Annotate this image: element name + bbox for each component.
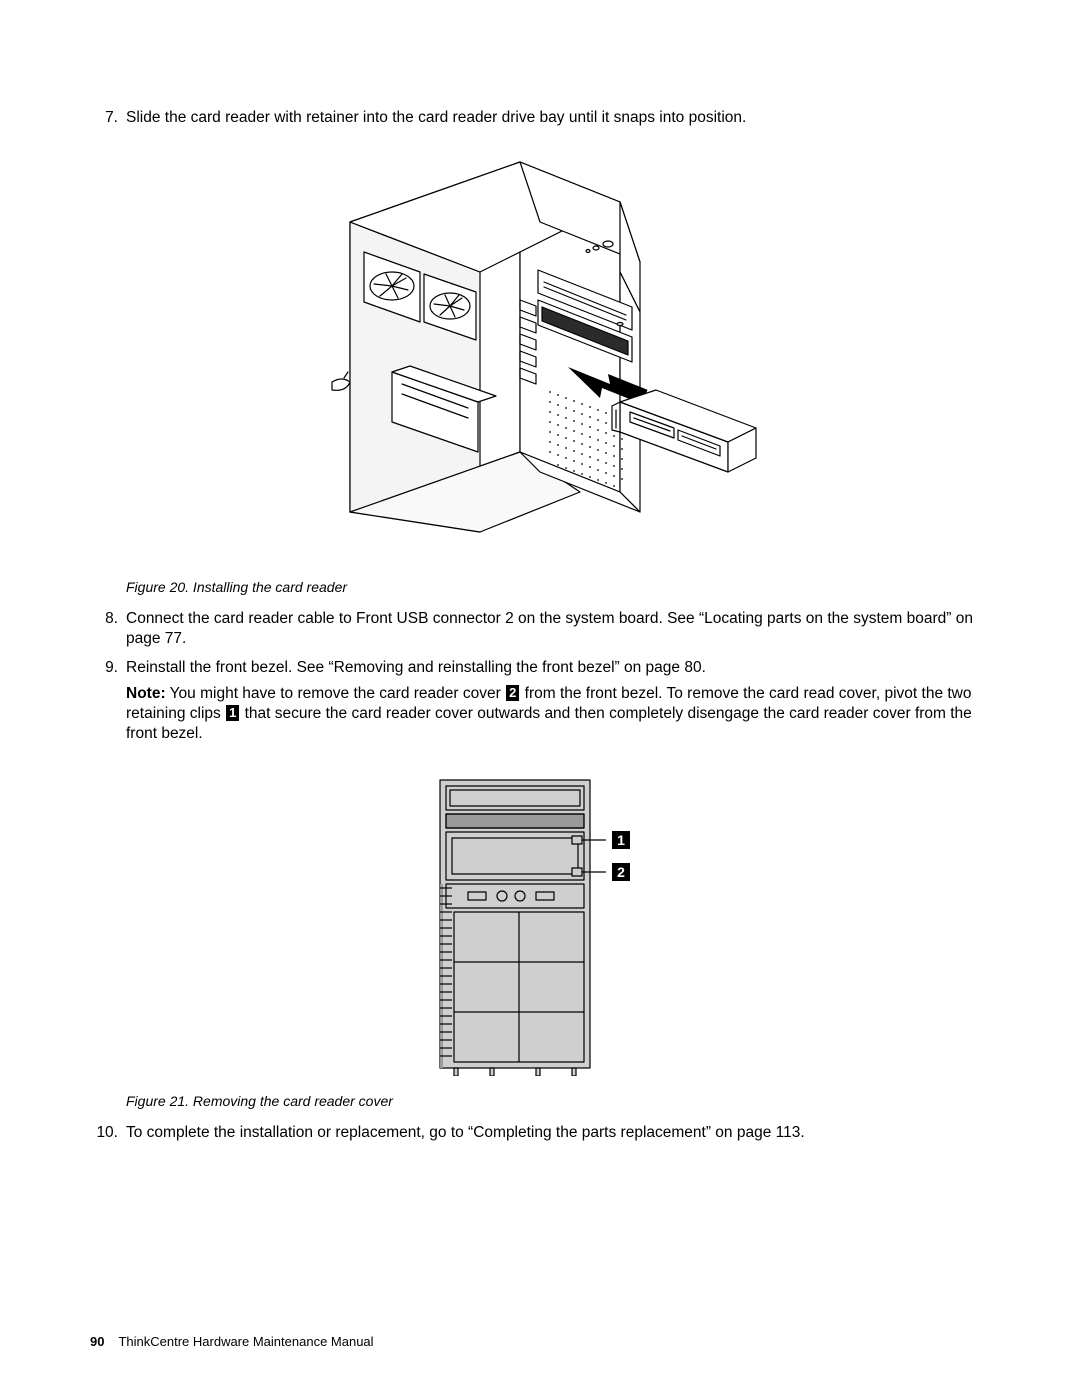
step-10: 10. To complete the installation or repl… [90, 1123, 990, 1147]
figure-20-diagram [320, 152, 760, 562]
step-10-number: 10. [90, 1123, 126, 1147]
page-footer: 90 ThinkCentre Hardware Maintenance Manua… [90, 1334, 374, 1349]
step-9-number: 9. [90, 658, 126, 747]
footer-title: ThinkCentre Hardware Maintenance Manual [118, 1334, 373, 1349]
step-8-number: 8. [90, 609, 126, 653]
step-9-note: Note: You might have to remove the card … [126, 684, 990, 743]
step-7-number: 7. [90, 108, 126, 132]
callout-2-inline: 2 [506, 685, 519, 701]
figure-21-caption: Figure 21. Removing the card reader cove… [126, 1093, 990, 1109]
note-text-a: You might have to remove the card reader… [166, 685, 505, 702]
figure-21-diagram: 1 2 [420, 776, 660, 1076]
step-8-body: Connect the card reader cable to Front U… [126, 609, 990, 653]
figure-20-caption: Figure 20. Installing the card reader [126, 579, 990, 595]
figure-21-callout-1: 1 [612, 831, 630, 849]
step-8: 8. Connect the card reader cable to Fron… [90, 609, 990, 653]
step-8-text: Connect the card reader cable to Front U… [126, 609, 990, 649]
step-7: 7. Slide the card reader with retainer i… [90, 108, 990, 132]
note-label: Note: [126, 685, 166, 702]
callout-1-inline: 1 [226, 705, 239, 721]
step-9-body: Reinstall the front bezel. See “Removing… [126, 658, 990, 747]
figure-20 [90, 152, 990, 567]
figure-21: 1 2 [90, 776, 990, 1081]
step-7-text: Slide the card reader with retainer into… [126, 108, 990, 128]
note-text-c: that secure the card reader cover outwar… [126, 705, 972, 742]
step-9: 9. Reinstall the front bezel. See “Remov… [90, 658, 990, 747]
step-9-text: Reinstall the front bezel. See “Removing… [126, 658, 990, 678]
step-10-body: To complete the installation or replacem… [126, 1123, 990, 1147]
step-10-text: To complete the installation or replacem… [126, 1123, 990, 1143]
figure-21-callout-2: 2 [612, 863, 630, 881]
step-7-body: Slide the card reader with retainer into… [126, 108, 990, 132]
page-number: 90 [90, 1334, 104, 1349]
